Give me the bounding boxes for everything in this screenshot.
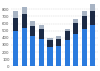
Bar: [48, 38, 53, 40]
Bar: [22, 14, 27, 28]
Bar: [30, 36, 36, 66]
Bar: [48, 40, 53, 47]
Bar: [22, 7, 27, 14]
Bar: [90, 25, 95, 66]
Bar: [65, 29, 70, 31]
Bar: [82, 16, 87, 29]
Bar: [22, 28, 27, 66]
Bar: [65, 40, 70, 66]
Bar: [56, 39, 61, 46]
Bar: [30, 26, 36, 36]
Bar: [56, 36, 61, 39]
Bar: [73, 34, 78, 66]
Bar: [56, 46, 61, 66]
Bar: [13, 11, 18, 18]
Bar: [65, 31, 70, 40]
Bar: [39, 39, 44, 66]
Bar: [82, 11, 87, 16]
Bar: [30, 21, 36, 26]
Bar: [13, 18, 18, 31]
Bar: [13, 31, 18, 66]
Bar: [73, 19, 78, 23]
Bar: [82, 29, 87, 66]
Bar: [39, 25, 44, 29]
Bar: [48, 47, 53, 66]
Bar: [90, 4, 95, 11]
Bar: [90, 11, 95, 25]
Bar: [39, 29, 44, 39]
Bar: [73, 23, 78, 34]
